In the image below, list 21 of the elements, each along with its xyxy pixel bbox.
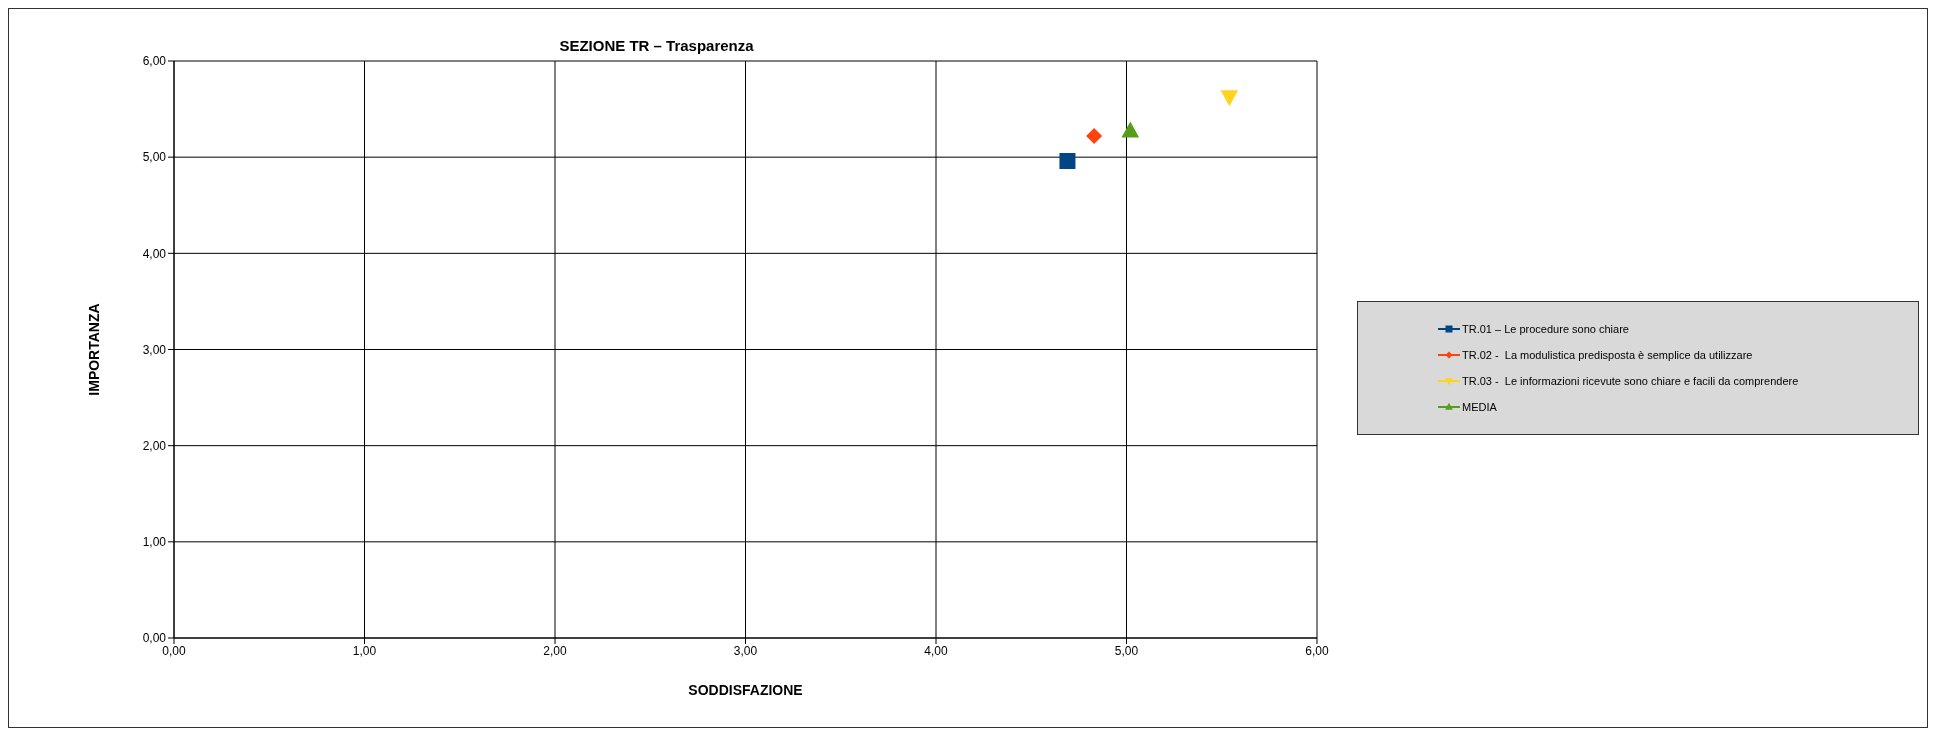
y-tick-label: 2,00 (142, 438, 167, 453)
y-tick-label: 6,00 (142, 54, 167, 69)
y-tick-label: 1,00 (142, 535, 167, 550)
x-tick-label: 1,00 (352, 643, 377, 658)
x-tick-label: 3,00 (733, 643, 758, 658)
y-tick-label: 5,00 (142, 150, 167, 165)
chart-title: SEZIONE TR – Trasparenza (558, 37, 755, 54)
x-tick-label: 0,00 (162, 643, 186, 658)
y-tick-label: 3,00 (142, 342, 167, 357)
legend-label: TR.03 - Le informazioni ricevute sono chiare e facili da comprendere (1462, 375, 1799, 387)
y-tick-label: 0,00 (142, 631, 167, 646)
y-axis-title: IMPORTANZA (85, 303, 102, 396)
legend-label: TR.02 - La modulistica predisposta è semplice da utilizzare (1462, 349, 1753, 361)
x-tick-label: 6,00 (1305, 643, 1329, 658)
legend-label: TR.01 – Le procedure sono chiare (1462, 323, 1629, 335)
x-tick-label: 5,00 (1114, 643, 1139, 658)
x-tick-label: 4,00 (924, 643, 948, 658)
y-tick-label: 4,00 (142, 246, 167, 261)
x-tick-label: 2,00 (543, 643, 567, 658)
legend-label: MEDIA (1462, 401, 1497, 413)
x-axis-title: SODDISFAZIONE (688, 682, 803, 698)
